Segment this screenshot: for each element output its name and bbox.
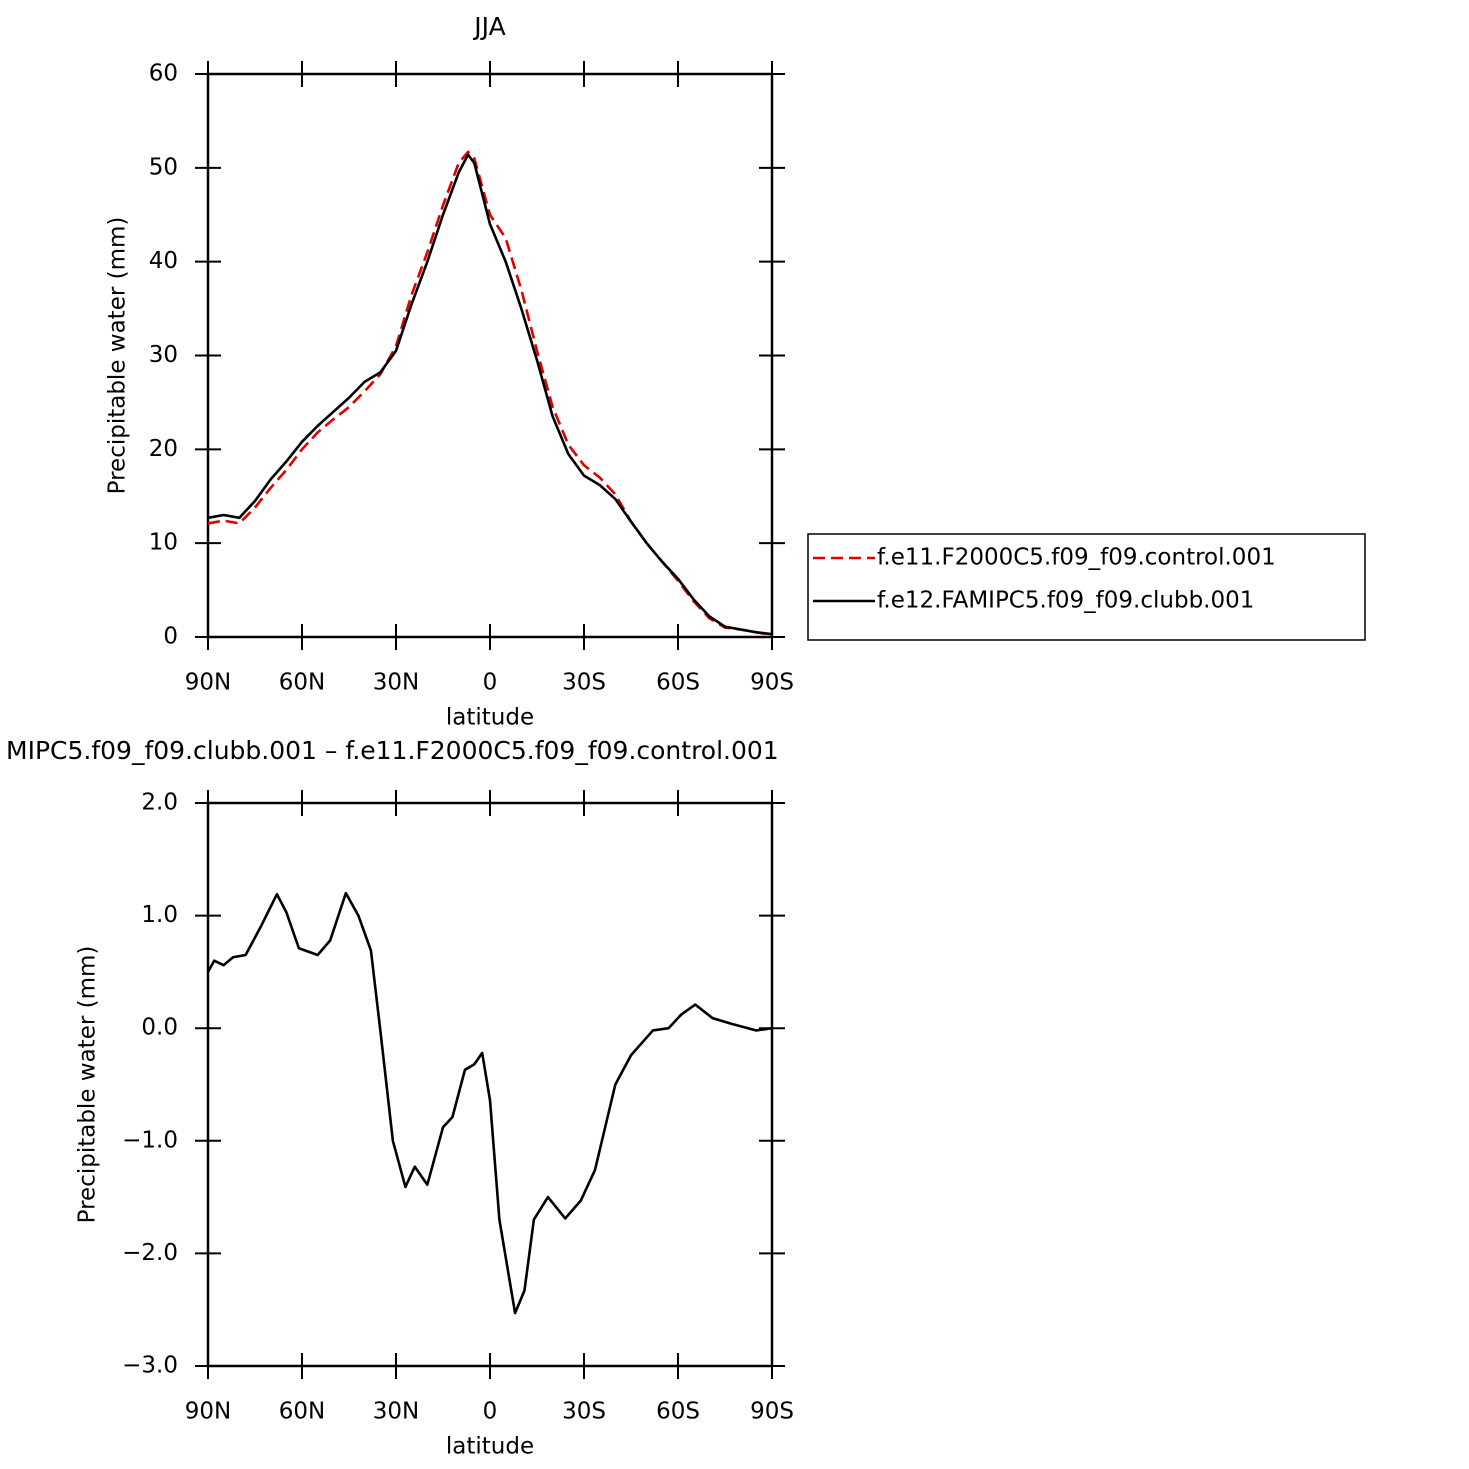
legend-box [807,533,1366,641]
x-tick-label: 0 [483,1399,498,1425]
y-tick-label: 2.0 [141,790,178,816]
y-tick-label: −2.0 [122,1240,178,1266]
x-tick-label: 60S [656,1399,700,1425]
x-axis-label: latitude [446,705,534,731]
legend-label: f.e11.F2000C5.f09_f09.control.001 [877,545,1276,571]
y-tick-label: −1.0 [122,1127,178,1153]
x-tick-label: 60N [279,670,325,696]
x-tick-label: 90N [185,1399,231,1425]
x-tick-label: 30N [373,670,419,696]
x-tick-label: 60N [279,1399,325,1425]
y-axis-label: Precipitable water (mm) [75,946,101,1224]
chart-title: JJA [472,12,505,41]
y-axis-label: Precipitable water (mm) [105,217,131,495]
x-tick-label: 90N [185,670,231,696]
y-tick-label: 30 [149,342,178,368]
data-line [207,153,773,636]
y-tick-label: 0.0 [141,1015,178,1041]
y-tick-label: −3.0 [122,1353,178,1379]
x-tick-label: 30S [562,1399,606,1425]
x-axis-label: latitude [446,1434,534,1460]
x-tick-label: 90S [750,1399,794,1425]
y-tick-label: 20 [149,436,178,462]
y-tick-label: 0 [163,624,178,650]
plot-frame [206,72,774,639]
chart-title: MIPC5.f09_f09.clubb.001 – f.e11.F2000C5.… [6,736,779,765]
x-tick-label: 60S [656,670,700,696]
x-tick-label: 0 [483,670,498,696]
data-line [206,891,773,1315]
legend-label: f.e12.FAMIPC5.f09_f09.clubb.001 [877,588,1254,614]
y-tick-label: 1.0 [141,902,178,928]
plot-frame [206,801,774,1368]
y-tick-label: 50 [149,154,178,180]
x-tick-label: 30N [373,1399,419,1425]
y-tick-label: 10 [149,530,178,556]
y-tick-label: 60 [149,61,178,87]
x-tick-label: 30S [562,670,606,696]
x-tick-label: 90S [750,670,794,696]
y-tick-label: 40 [149,248,178,274]
